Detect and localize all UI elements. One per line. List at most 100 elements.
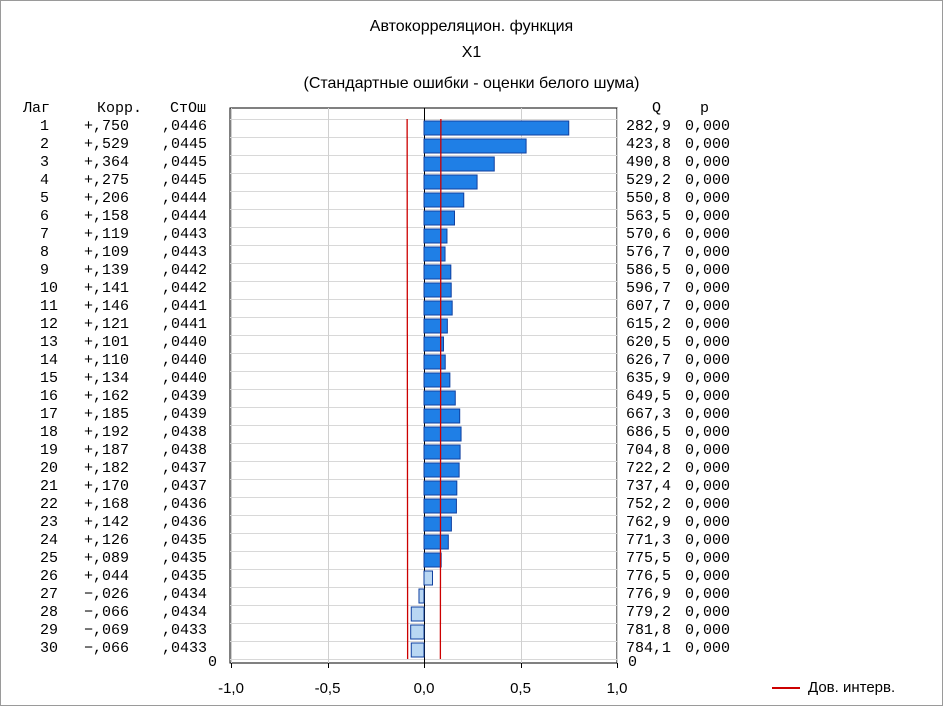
acf-bar <box>423 318 448 334</box>
table-p-cell: 0,000 <box>685 424 731 441</box>
table-lag-cell: 4 <box>40 172 50 189</box>
table-p-cell: 0,000 <box>685 478 731 495</box>
table-corr-cell: +,750 <box>84 118 130 135</box>
table-p-cell: 0,000 <box>685 334 731 351</box>
header-corr: Корр. <box>97 100 143 117</box>
x-tick-label: 1,0 <box>606 680 628 697</box>
acf-bar <box>410 642 425 658</box>
table-p-cell: 0,000 <box>685 568 731 585</box>
table-q-cell: 563,5 <box>626 208 672 225</box>
header-q: Q <box>652 100 662 117</box>
table-p-cell: 0,000 <box>685 244 731 261</box>
table-lag-cell: 23 <box>40 514 59 531</box>
table-corr-cell: +,275 <box>84 172 130 189</box>
acf-bar <box>418 588 425 604</box>
table-lag-cell: 30 <box>40 640 59 657</box>
table-lag-cell: 11 <box>40 298 59 315</box>
table-q-cell: 282,9 <box>626 118 672 135</box>
table-se-cell: ,0435 <box>162 550 208 567</box>
table-lag-cell: 28 <box>40 604 59 621</box>
table-p-cell: 0,000 <box>685 460 731 477</box>
table-p-cell: 0,000 <box>685 406 731 423</box>
table-lag-cell: 27 <box>40 586 59 603</box>
chart-subtitle: (Стандартные ошибки - оценки белого шума… <box>303 75 640 92</box>
table-lag-cell: 29 <box>40 622 59 639</box>
table-lag-cell: 5 <box>40 190 50 207</box>
table-q-cell: 529,2 <box>626 172 672 189</box>
table-corr-cell: +,187 <box>84 442 130 459</box>
table-p-cell: 0,000 <box>685 208 731 225</box>
table-lag-cell: 2 <box>40 136 50 153</box>
table-p-cell: 0,000 <box>685 190 731 207</box>
table-lag-cell: 26 <box>40 568 59 585</box>
table-q-cell: 586,5 <box>626 262 672 279</box>
table-p-cell: 0,000 <box>685 262 731 279</box>
acf-bar <box>423 228 448 244</box>
table-p-cell: 0,000 <box>685 280 731 297</box>
table-q-cell: 762,9 <box>626 514 672 531</box>
table-corr-cell: +,101 <box>84 334 130 351</box>
table-corr-cell: +,206 <box>84 190 130 207</box>
table-corr-cell: +,185 <box>84 406 130 423</box>
table-p-cell: 0,000 <box>685 514 731 531</box>
table-se-cell: ,0434 <box>162 586 208 603</box>
table-p-cell: 0,000 <box>685 172 731 189</box>
table-se-cell: ,0437 <box>162 460 208 477</box>
table-se-cell: ,0444 <box>162 190 208 207</box>
table-lag-cell: 21 <box>40 478 59 495</box>
acf-bar <box>423 570 433 586</box>
table-se-cell: ,0446 <box>162 118 208 135</box>
acf-bar <box>423 444 461 460</box>
table-se-cell: ,0433 <box>162 640 208 657</box>
acf-bar <box>423 426 462 442</box>
table-corr-cell: +,089 <box>84 550 130 567</box>
table-lag-cell: 1 <box>40 118 50 135</box>
table-se-cell: ,0436 <box>162 496 208 513</box>
acf-bar <box>410 606 425 622</box>
table-lag-cell: 6 <box>40 208 50 225</box>
acf-bar <box>423 282 452 298</box>
acf-bar <box>423 372 451 388</box>
table-p-cell: 0,000 <box>685 604 731 621</box>
table-p-cell: 0,000 <box>685 226 731 243</box>
table-se-cell: ,0436 <box>162 514 208 531</box>
table-se-cell: ,0435 <box>162 532 208 549</box>
table-corr-cell: +,134 <box>84 370 130 387</box>
acf-bar <box>423 516 452 532</box>
acf-bar <box>423 408 461 424</box>
header-se: СтОш <box>170 100 207 117</box>
table-lag-cell: 10 <box>40 280 59 297</box>
table-corr-cell: +,182 <box>84 460 130 477</box>
table-corr-cell: +,168 <box>84 496 130 513</box>
table-se-cell: ,0445 <box>162 172 208 189</box>
table-lag-cell: 12 <box>40 316 59 333</box>
table-lag-cell: 14 <box>40 352 59 369</box>
table-se-cell: ,0440 <box>162 370 208 387</box>
table-q-cell: 626,7 <box>626 352 672 369</box>
table-q-cell: 550,8 <box>626 190 672 207</box>
table-se-cell: ,0445 <box>162 154 208 171</box>
table-p-cell: 0,000 <box>685 352 731 369</box>
table-se-cell: ,0437 <box>162 478 208 495</box>
table-corr-cell: +,192 <box>84 424 130 441</box>
table-corr-cell: +,126 <box>84 532 130 549</box>
table-q-cell: 704,8 <box>626 442 672 459</box>
acf-bar <box>410 624 425 640</box>
table-p-cell: 0,000 <box>685 586 731 603</box>
table-lag-cell: 3 <box>40 154 50 171</box>
table-p-cell: 0,000 <box>685 316 731 333</box>
header-lag: Лаг <box>23 100 51 117</box>
table-lag-cell: 8 <box>40 244 50 261</box>
acf-bar <box>423 390 456 406</box>
table-lag-cell: 25 <box>40 550 59 567</box>
table-se-cell: ,0439 <box>162 406 208 423</box>
x-tick-label: 0,0 <box>413 680 435 697</box>
table-lag-cell: 17 <box>40 406 59 423</box>
table-se-cell: ,0443 <box>162 244 208 261</box>
table-q-cell: 686,5 <box>626 424 672 441</box>
table-q-cell: 752,2 <box>626 496 672 513</box>
table-lag-cell: 9 <box>40 262 50 279</box>
table-q-cell: 615,2 <box>626 316 672 333</box>
table-corr-cell: +,170 <box>84 478 130 495</box>
table-q-cell: 776,5 <box>626 568 672 585</box>
